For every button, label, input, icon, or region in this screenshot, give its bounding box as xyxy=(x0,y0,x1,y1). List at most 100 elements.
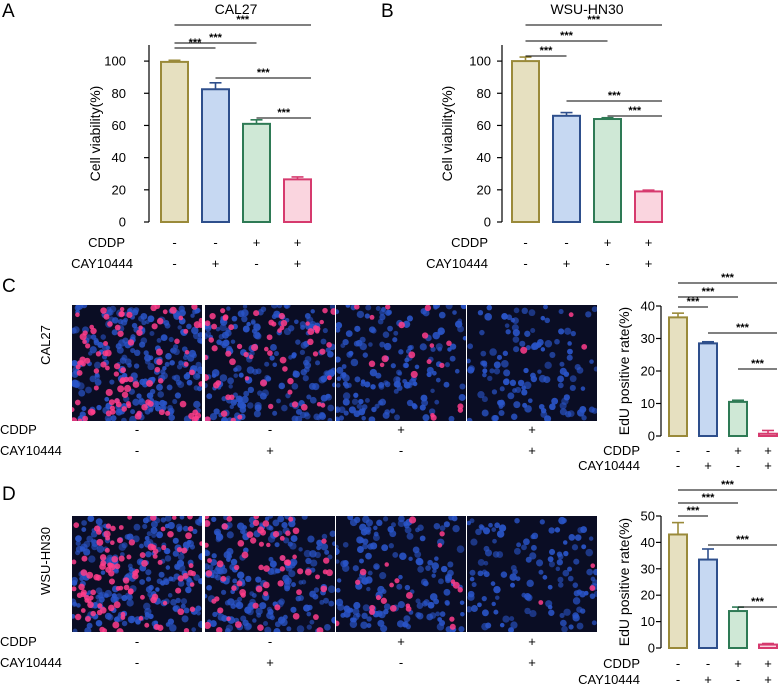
nucleus xyxy=(167,404,173,411)
nucleus xyxy=(340,560,348,568)
nucleus xyxy=(383,603,391,611)
cddp-sign: - xyxy=(135,634,139,649)
cddp-sign: - xyxy=(172,235,176,250)
edu-positive-nucleus xyxy=(304,568,312,576)
nucleus xyxy=(278,382,286,390)
edu-positive-nucleus xyxy=(95,574,102,581)
nucleus xyxy=(86,535,94,543)
nucleus xyxy=(276,305,283,309)
nucleus xyxy=(591,620,597,626)
edu-positive-nucleus xyxy=(323,557,330,564)
edu-positive-nucleus xyxy=(123,384,132,393)
edu-positive-nucleus xyxy=(72,559,77,565)
nucleus xyxy=(226,345,233,352)
nucleus xyxy=(348,350,354,356)
nucleus xyxy=(264,626,272,632)
nucleus xyxy=(379,398,387,406)
edu-positive-nucleus xyxy=(140,594,145,600)
nucleus xyxy=(332,382,335,388)
nucleus xyxy=(343,410,349,416)
nucleus xyxy=(133,363,140,369)
panel-label-b: B xyxy=(381,1,394,22)
nucleus xyxy=(194,308,200,314)
nucleus xyxy=(123,317,128,323)
edu-positive-nucleus xyxy=(230,417,236,421)
edu-positive-nucleus xyxy=(384,562,389,567)
nucleus xyxy=(475,528,482,536)
nucleus xyxy=(512,388,517,393)
nucleus xyxy=(470,538,478,546)
nucleus xyxy=(480,350,487,357)
nucleus xyxy=(205,333,209,340)
nucleus xyxy=(431,573,436,578)
nucleus xyxy=(522,402,528,408)
cay10444-sign: + xyxy=(266,443,274,458)
nucleus xyxy=(160,369,166,375)
nucleus xyxy=(402,362,409,369)
nucleus xyxy=(362,543,369,550)
nucleus xyxy=(593,366,597,372)
edu-positive-nucleus xyxy=(141,403,148,411)
edu-positive-nucleus xyxy=(167,530,174,538)
nucleus xyxy=(75,535,82,542)
nucleus xyxy=(485,622,492,629)
edu-positive-nucleus xyxy=(160,526,166,532)
nucleus xyxy=(491,527,497,532)
nucleus xyxy=(113,596,119,603)
nucleus xyxy=(362,352,369,358)
nucleus xyxy=(568,624,574,630)
nucleus xyxy=(288,519,296,528)
nucleus xyxy=(544,361,552,370)
edu-positive-nucleus xyxy=(429,343,435,348)
nucleus xyxy=(161,404,167,411)
nucleus xyxy=(467,343,474,350)
nucleus xyxy=(133,349,141,357)
nucleus xyxy=(121,354,128,361)
edu-positive-nucleus xyxy=(139,552,146,558)
cddp-sign: + xyxy=(764,656,772,671)
nucleus xyxy=(362,538,369,545)
cddp-sign: - xyxy=(213,235,217,250)
nucleus xyxy=(352,565,359,572)
nucleus xyxy=(512,329,520,337)
nucleus xyxy=(452,310,457,315)
edu-positive-nucleus xyxy=(285,530,291,536)
edu-positive-nucleus xyxy=(320,402,326,408)
nucleus xyxy=(589,593,596,599)
nucleus xyxy=(197,620,202,628)
nucleus xyxy=(576,622,584,630)
nucleus xyxy=(160,334,168,342)
nucleus xyxy=(548,548,556,556)
nucleus xyxy=(221,418,228,421)
edu-positive-nucleus xyxy=(198,322,202,329)
nucleus xyxy=(561,625,568,632)
nucleus xyxy=(95,594,101,600)
edu-positive-nucleus xyxy=(76,370,83,376)
edu-positive-nucleus xyxy=(405,592,413,599)
edu-positive-nucleus xyxy=(119,306,125,312)
edu-positive-nucleus xyxy=(113,601,121,609)
edu-positive-nucleus xyxy=(207,558,212,563)
nucleus xyxy=(186,540,194,548)
significance-label: *** xyxy=(687,505,701,517)
nucleus xyxy=(320,338,327,345)
edu-positive-nucleus xyxy=(128,539,136,546)
cay10444-sign: + xyxy=(528,655,536,670)
nucleus xyxy=(151,532,157,538)
significance-label: *** xyxy=(751,596,765,608)
edu-positive-nucleus xyxy=(255,585,263,593)
nucleus xyxy=(448,415,455,421)
bar xyxy=(634,190,663,224)
edu-positive-nucleus xyxy=(446,340,452,347)
nucleus xyxy=(433,305,438,310)
edu-positive-nucleus xyxy=(183,328,189,334)
nucleus xyxy=(353,392,359,398)
nucleus xyxy=(287,541,293,547)
nucleus xyxy=(316,545,322,551)
nucleus xyxy=(147,362,155,371)
nucleus xyxy=(109,379,115,385)
edu-positive-nucleus xyxy=(568,312,574,318)
nucleus xyxy=(226,531,234,539)
edu-positive-nucleus xyxy=(205,520,211,528)
nucleus xyxy=(435,611,441,617)
